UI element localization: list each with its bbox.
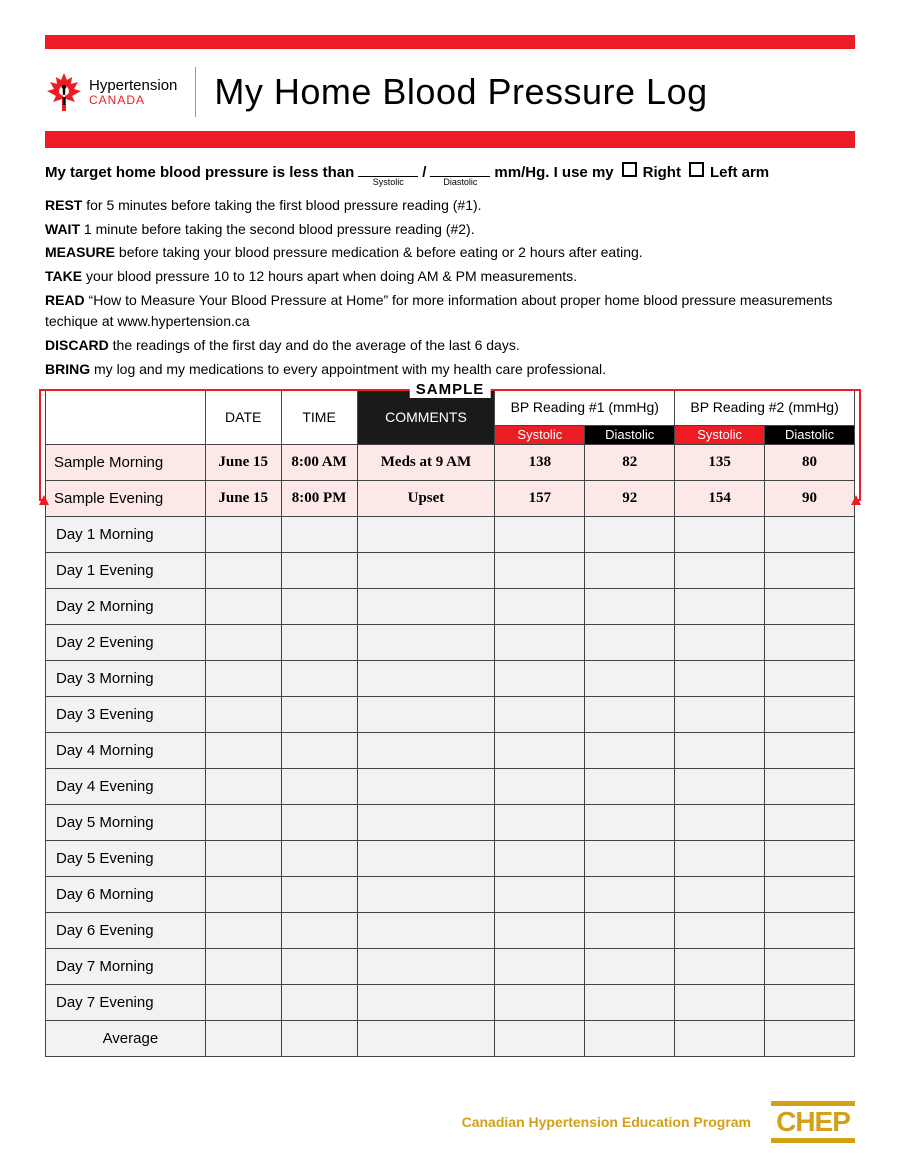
sample-row: Sample EveningJune 158:00 PMUpset1579215…: [46, 480, 855, 516]
col-time: TIME: [281, 389, 357, 444]
col-bp1: BP Reading #1 (mmHg): [495, 389, 675, 425]
bp1-dia: Diastolic: [585, 425, 675, 444]
day-row: Day 1 Morning: [46, 516, 855, 552]
instruction-line: DISCARD the readings of the first day an…: [45, 335, 855, 357]
logo-line2: CANADA: [89, 94, 177, 107]
footer-text: Canadian Hypertension Education Program: [462, 1114, 751, 1130]
left-arm-checkbox[interactable]: [689, 162, 704, 177]
day-row: Day 4 Evening: [46, 768, 855, 804]
day-row: Day 1 Evening: [46, 552, 855, 588]
day-row: Day 2 Morning: [46, 588, 855, 624]
day-row: Day 5 Morning: [46, 804, 855, 840]
col-bp2: BP Reading #2 (mmHg): [675, 389, 855, 425]
bp2-dia: Diastolic: [765, 425, 855, 444]
right-arm-checkbox[interactable]: [622, 162, 637, 177]
logo-line1: Hypertension: [89, 78, 177, 94]
instruction-line: REST for 5 minutes before taking the fir…: [45, 195, 855, 217]
second-red-bar: [45, 131, 855, 148]
instructions: REST for 5 minutes before taking the fir…: [45, 195, 855, 381]
day-row: Day 4 Morning: [46, 732, 855, 768]
slash: /: [422, 164, 426, 181]
instruction-line: BRING my log and my medications to every…: [45, 359, 855, 381]
instruction-line: WAIT 1 minute before taking the second b…: [45, 219, 855, 241]
sample-label: SAMPLE: [410, 381, 491, 398]
hypertension-canada-logo: Hypertension CANADA: [45, 71, 177, 113]
day-row: Day 2 Evening: [46, 624, 855, 660]
day-row: Day 3 Evening: [46, 696, 855, 732]
chep-logo: CHEP: [771, 1101, 855, 1143]
systolic-blank[interactable]: Systolic: [358, 163, 418, 177]
diastolic-blank[interactable]: Diastolic: [430, 163, 490, 177]
target-unit: mm/Hg. I use my: [494, 164, 613, 181]
footer: Canadian Hypertension Education Program …: [45, 1101, 855, 1143]
header: Hypertension CANADA My Home Blood Pressu…: [45, 49, 855, 131]
maple-leaf-icon: [45, 71, 83, 113]
day-row: Day 6 Morning: [46, 876, 855, 912]
average-row: Average: [46, 1020, 855, 1056]
right-label: Right: [643, 164, 681, 181]
page-title: My Home Blood Pressure Log: [214, 71, 707, 113]
day-row: Day 7 Morning: [46, 948, 855, 984]
target-line: My target home blood pressure is less th…: [45, 162, 855, 181]
bp-log-table: DATE TIME COMMENTS BP Reading #1 (mmHg) …: [45, 389, 855, 1057]
instruction-line: MEASURE before taking your blood pressur…: [45, 242, 855, 264]
bp2-sys: Systolic: [675, 425, 765, 444]
top-red-bar: [45, 35, 855, 49]
sample-row: Sample MorningJune 158:00 AMMeds at 9 AM…: [46, 444, 855, 480]
day-row: Day 6 Evening: [46, 912, 855, 948]
left-label: Left arm: [710, 164, 769, 181]
col-date: DATE: [205, 389, 281, 444]
log-table-wrap: SAMPLE DATE TIME COMMENTS BP Reading #1 …: [45, 389, 855, 1057]
day-row: Day 7 Evening: [46, 984, 855, 1020]
chep-text: CHEP: [776, 1106, 850, 1138]
day-row: Day 5 Evening: [46, 840, 855, 876]
instruction-line: READ “How to Measure Your Blood Pressure…: [45, 290, 855, 333]
day-row: Day 3 Morning: [46, 660, 855, 696]
instruction-line: TAKE your blood pressure 10 to 12 hours …: [45, 266, 855, 288]
bp1-sys: Systolic: [495, 425, 585, 444]
header-divider: [195, 67, 196, 117]
target-prefix: My target home blood pressure is less th…: [45, 164, 354, 181]
